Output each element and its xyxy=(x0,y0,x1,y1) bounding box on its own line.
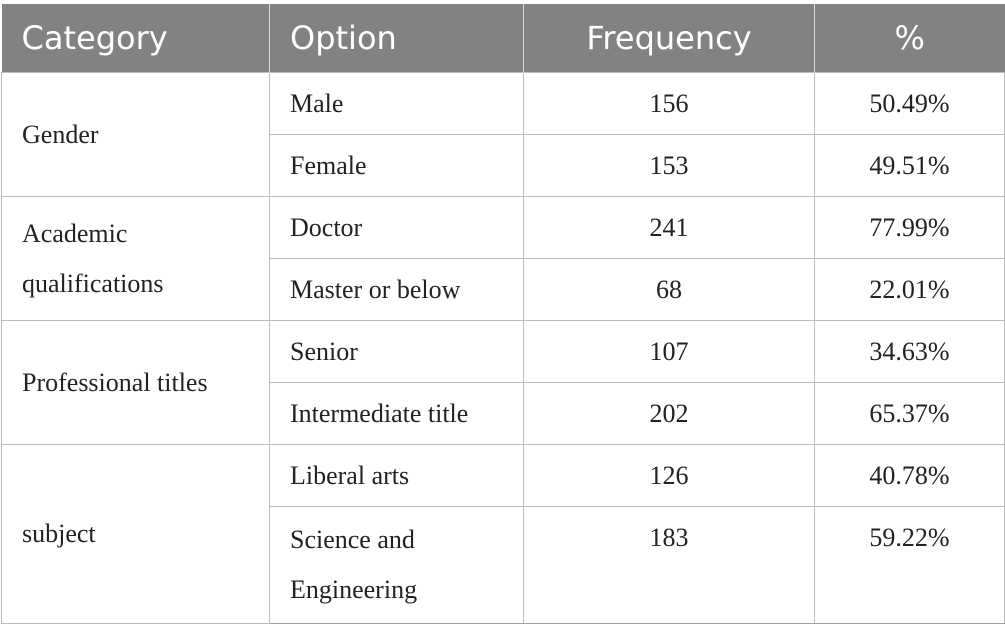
table-row: Academic qualifications Doctor 241 77.99… xyxy=(1,196,1005,321)
option-cell: Male xyxy=(269,72,524,135)
table-row: Professional titles Senior 107 34.63% xyxy=(1,320,1005,445)
demographics-table: Category Option Frequency % Gender Male … xyxy=(1,4,1005,624)
frequency-cell: 183 xyxy=(523,506,815,624)
frequency-cell: 156 xyxy=(523,72,815,135)
frequency-cell: 202 xyxy=(523,382,815,445)
percent-cell: 77.99% xyxy=(814,196,1005,259)
percent-cell: 22.01% xyxy=(814,258,1005,321)
category-cell: Professional titles xyxy=(1,320,270,445)
category-cell: Academic qualifications xyxy=(1,196,270,321)
header-row: Category Option Frequency % xyxy=(1,4,1005,73)
category-cell: subject xyxy=(1,444,270,624)
option-cell: Science and Engineering xyxy=(269,506,524,624)
option-cell: Female xyxy=(269,134,524,197)
percent-cell: 49.51% xyxy=(814,134,1005,197)
option-cell: Senior xyxy=(269,320,524,383)
table-row: Intermediate title 202 65.37% xyxy=(2,382,1005,445)
option-cell: Doctor xyxy=(269,196,524,259)
option-cell: Master or below xyxy=(269,258,524,321)
category-cell: Gender xyxy=(1,72,270,197)
frequency-cell: 153 xyxy=(523,134,815,197)
header-percent: % xyxy=(814,4,1005,73)
frequency-cell: 68 xyxy=(523,258,815,321)
percent-cell: 50.49% xyxy=(814,72,1005,135)
table-row: subject Liberal arts 126 40.78% xyxy=(1,444,1005,624)
percent-cell: 59.22% xyxy=(814,506,1005,624)
percent-cell: 40.78% xyxy=(814,444,1005,507)
frequency-cell: 107 xyxy=(523,320,815,383)
header-option: Option xyxy=(269,4,524,73)
option-cell: Liberal arts xyxy=(269,444,524,507)
table-row: Science and Engineering 183 59.22% xyxy=(2,506,1005,624)
table-row: Gender Male 156 50.49% xyxy=(1,72,1005,197)
percent-cell: 34.63% xyxy=(814,320,1005,383)
option-cell: Intermediate title xyxy=(269,382,524,445)
frequency-cell: 241 xyxy=(523,196,815,259)
header-category: Category xyxy=(1,4,270,73)
table-row: Female 153 49.51% xyxy=(2,134,1005,197)
percent-cell: 65.37% xyxy=(814,382,1005,445)
header-frequency: Frequency xyxy=(523,4,815,73)
frequency-cell: 126 xyxy=(523,444,815,507)
